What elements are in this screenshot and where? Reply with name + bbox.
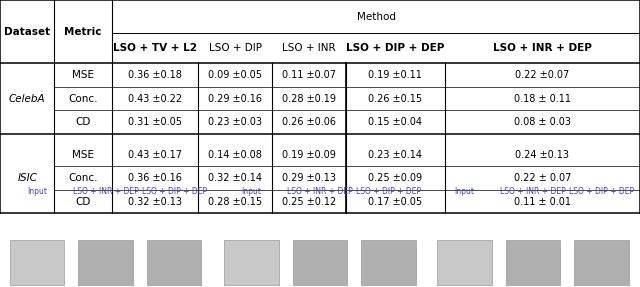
Text: 0.28 ±0.19: 0.28 ±0.19 — [282, 94, 336, 104]
Bar — [293, 240, 347, 285]
Text: 0.22 ± 0.07: 0.22 ± 0.07 — [514, 173, 571, 183]
Text: Method: Method — [356, 12, 396, 22]
Text: LSO + INR + DEP: LSO + INR + DEP — [493, 43, 592, 53]
Bar — [147, 240, 201, 285]
Text: 0.31 ±0.05: 0.31 ±0.05 — [128, 117, 182, 127]
Text: 0.11 ± 0.01: 0.11 ± 0.01 — [514, 197, 571, 207]
Text: 0.11 ±0.07: 0.11 ±0.07 — [282, 70, 336, 80]
Text: 0.43 ±0.17: 0.43 ±0.17 — [128, 150, 182, 160]
Text: Dataset: Dataset — [4, 27, 51, 37]
Text: 0.26 ±0.06: 0.26 ±0.06 — [282, 117, 336, 127]
Text: LSO + DIP + DEP: LSO + DIP + DEP — [356, 187, 421, 196]
Text: LSO + INR + DEP: LSO + INR + DEP — [500, 187, 566, 196]
Text: 0.15 ±0.04: 0.15 ±0.04 — [368, 117, 422, 127]
Bar — [361, 240, 416, 285]
Text: 0.22 ±0.07: 0.22 ±0.07 — [515, 70, 570, 80]
Text: Input: Input — [27, 187, 47, 196]
Text: 0.29 ±0.13: 0.29 ±0.13 — [282, 173, 336, 183]
Text: Metric: Metric — [65, 27, 102, 37]
Text: 0.17 ±0.05: 0.17 ±0.05 — [368, 197, 422, 207]
Text: Input: Input — [454, 187, 475, 196]
Text: LSO + DIP + DEP: LSO + DIP + DEP — [346, 43, 444, 53]
Text: 0.25 ±0.09: 0.25 ±0.09 — [368, 173, 422, 183]
Text: LSO + DIP + DEP: LSO + DIP + DEP — [141, 187, 207, 196]
Text: CD: CD — [76, 117, 91, 127]
Text: 0.29 ±0.16: 0.29 ±0.16 — [208, 94, 262, 104]
Text: MSE: MSE — [72, 150, 94, 160]
Text: 0.28 ±0.15: 0.28 ±0.15 — [208, 197, 262, 207]
Text: 0.19 ±0.09: 0.19 ±0.09 — [282, 150, 336, 160]
Text: LSO + TV + L2: LSO + TV + L2 — [113, 43, 197, 53]
Bar — [575, 240, 628, 285]
Text: 0.26 ±0.15: 0.26 ±0.15 — [368, 94, 422, 104]
Text: Input: Input — [241, 187, 262, 196]
Text: LSO + INR + DEP: LSO + INR + DEP — [287, 187, 353, 196]
Text: 0.14 ±0.08: 0.14 ±0.08 — [208, 150, 262, 160]
Text: 0.24 ±0.13: 0.24 ±0.13 — [515, 150, 570, 160]
Text: 0.18 ± 0.11: 0.18 ± 0.11 — [514, 94, 571, 104]
Text: 0.09 ±0.05: 0.09 ±0.05 — [208, 70, 262, 80]
Bar — [10, 240, 64, 285]
Text: 0.19 ±0.11: 0.19 ±0.11 — [368, 70, 422, 80]
Bar — [438, 240, 492, 285]
Text: CelebA: CelebA — [9, 94, 45, 104]
Text: ISIC: ISIC — [17, 173, 37, 183]
Text: LSO + DIP + DEP: LSO + DIP + DEP — [569, 187, 634, 196]
Text: Conc.: Conc. — [68, 173, 98, 183]
Text: 0.25 ±0.12: 0.25 ±0.12 — [282, 197, 336, 207]
Text: 0.32 ±0.13: 0.32 ±0.13 — [128, 197, 182, 207]
Text: CD: CD — [76, 197, 91, 207]
Bar — [79, 240, 133, 285]
Text: MSE: MSE — [72, 70, 94, 80]
Bar — [506, 240, 561, 285]
Text: LSO + DIP: LSO + DIP — [209, 43, 262, 53]
Text: Conc.: Conc. — [68, 94, 98, 104]
Text: 0.23 ±0.03: 0.23 ±0.03 — [208, 117, 262, 127]
Text: 0.08 ± 0.03: 0.08 ± 0.03 — [514, 117, 571, 127]
Text: LSO + INR: LSO + INR — [282, 43, 335, 53]
Text: 0.23 ±0.14: 0.23 ±0.14 — [368, 150, 422, 160]
Text: 0.32 ±0.14: 0.32 ±0.14 — [208, 173, 262, 183]
Text: 0.36 ±0.18: 0.36 ±0.18 — [128, 70, 182, 80]
Text: LSO + INR + DEP: LSO + INR + DEP — [73, 187, 138, 196]
Bar — [225, 240, 279, 285]
Text: 0.36 ±0.16: 0.36 ±0.16 — [128, 173, 182, 183]
Text: 0.43 ±0.22: 0.43 ±0.22 — [128, 94, 182, 104]
